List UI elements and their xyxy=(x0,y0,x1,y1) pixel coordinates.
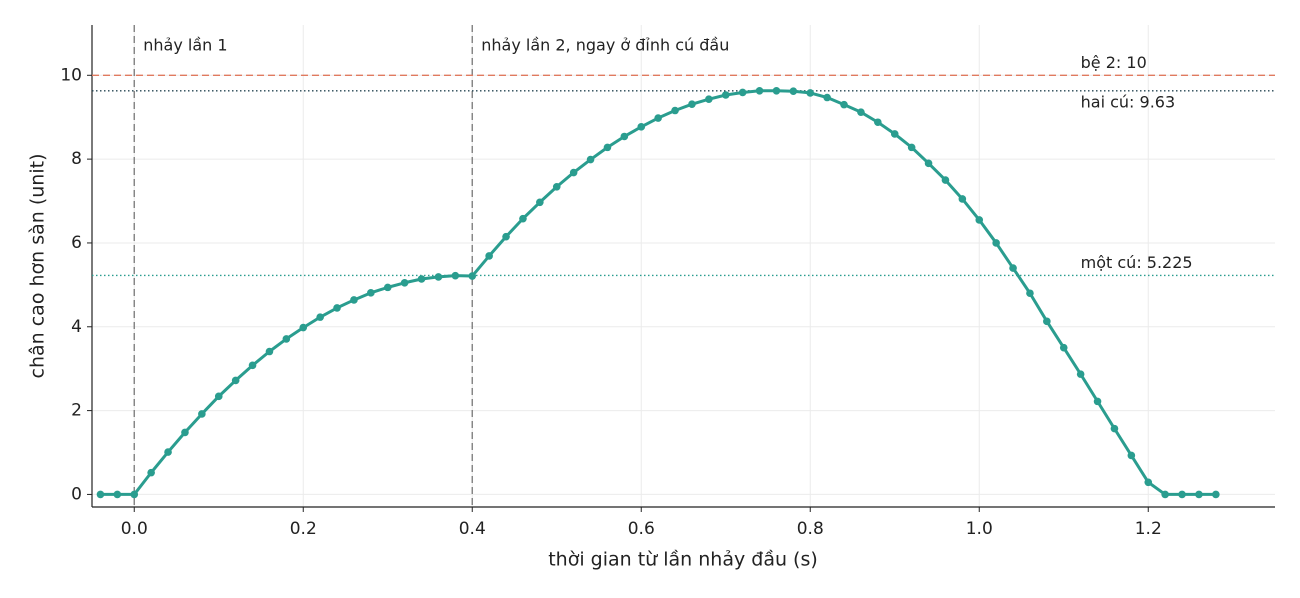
data-point xyxy=(705,95,713,103)
data-point xyxy=(1076,370,1085,378)
data-point xyxy=(333,304,341,312)
y-tick-label: 2 xyxy=(71,401,82,421)
data-line xyxy=(100,89,1216,496)
data-point xyxy=(383,283,392,292)
data-point xyxy=(755,87,764,95)
data-point xyxy=(586,155,595,164)
data-point xyxy=(924,159,933,168)
y-tick-label: 4 xyxy=(71,317,82,337)
data-point xyxy=(214,392,223,401)
data-point xyxy=(417,275,426,283)
y-tick-label: 8 xyxy=(71,149,82,169)
data-point xyxy=(1059,343,1068,352)
data-point xyxy=(958,195,967,203)
data-point xyxy=(502,232,510,241)
data-point xyxy=(603,143,612,152)
data-point xyxy=(468,272,477,280)
data-point xyxy=(789,87,798,96)
data-point xyxy=(1195,490,1203,499)
data-point xyxy=(890,130,899,138)
data-point xyxy=(992,239,1000,247)
data-point xyxy=(671,106,679,115)
data-point xyxy=(941,176,950,184)
data-point xyxy=(198,410,206,418)
data-point xyxy=(620,132,629,141)
data-point xyxy=(164,448,172,456)
data-point xyxy=(299,323,308,332)
data-point xyxy=(874,118,882,127)
data-point xyxy=(637,123,646,131)
data-point xyxy=(721,91,730,99)
data-point xyxy=(654,114,662,122)
x-tick-label: 1.2 xyxy=(1135,519,1162,539)
data-point xyxy=(1178,490,1186,499)
data-point xyxy=(248,361,257,370)
reference-label: nhảy lần 2, ngay ở đỉnh cú đầu xyxy=(481,36,729,55)
data-point xyxy=(282,335,291,343)
data-point xyxy=(519,214,527,223)
data-point xyxy=(1009,264,1017,272)
y-tick-label: 6 xyxy=(71,233,82,253)
data-point xyxy=(316,313,324,321)
data-point xyxy=(975,216,984,224)
data-point xyxy=(451,271,460,280)
y-axis-label: chân cao hơn sàn (unit) xyxy=(27,154,49,379)
data-point xyxy=(367,289,375,297)
x-axis-label: thời gian từ lần nhảy đầu (s) xyxy=(548,549,818,571)
data-point xyxy=(772,87,781,95)
data-point xyxy=(1127,451,1136,460)
reference-label: một cú: 5.225 xyxy=(1081,253,1193,272)
data-point xyxy=(350,296,358,304)
data-point xyxy=(536,198,544,207)
data-point xyxy=(840,100,848,109)
x-tick-label: 0.6 xyxy=(628,519,655,539)
reference-label: nhảy lần 1 xyxy=(143,36,227,55)
data-point xyxy=(1026,289,1034,298)
data-point xyxy=(806,89,815,97)
data-point xyxy=(907,143,916,152)
data-point xyxy=(1161,490,1169,499)
data-point xyxy=(231,376,240,385)
data-point xyxy=(1093,397,1102,406)
x-tick-label: 0.4 xyxy=(459,519,486,539)
data-point xyxy=(1110,424,1119,433)
data-point xyxy=(738,88,747,97)
reference-label: hai cú: 9.63 xyxy=(1081,92,1176,111)
reference-label: bệ 2: 10 xyxy=(1081,53,1147,72)
data-point xyxy=(688,100,696,109)
y-tick-label: 0 xyxy=(71,484,82,504)
data-point xyxy=(552,182,561,191)
x-tick-label: 0.2 xyxy=(290,519,317,539)
x-tick-label: 0.8 xyxy=(797,519,824,539)
data-point xyxy=(130,490,139,499)
data-point xyxy=(1212,490,1220,499)
data-point xyxy=(434,273,443,281)
data-point xyxy=(823,93,831,102)
data-point xyxy=(569,168,578,177)
data-point xyxy=(1043,317,1051,326)
data-point xyxy=(96,490,105,499)
data-point xyxy=(265,347,274,356)
x-tick-label: 1.0 xyxy=(966,519,993,539)
data-point xyxy=(113,490,122,499)
data-point xyxy=(181,428,189,437)
data-point xyxy=(485,252,493,260)
data-point xyxy=(1144,478,1153,487)
data-point xyxy=(400,278,409,287)
x-tick-label: 0.0 xyxy=(121,519,148,539)
data-point xyxy=(857,108,865,116)
y-tick-label: 10 xyxy=(60,65,82,85)
data-point xyxy=(147,468,155,477)
